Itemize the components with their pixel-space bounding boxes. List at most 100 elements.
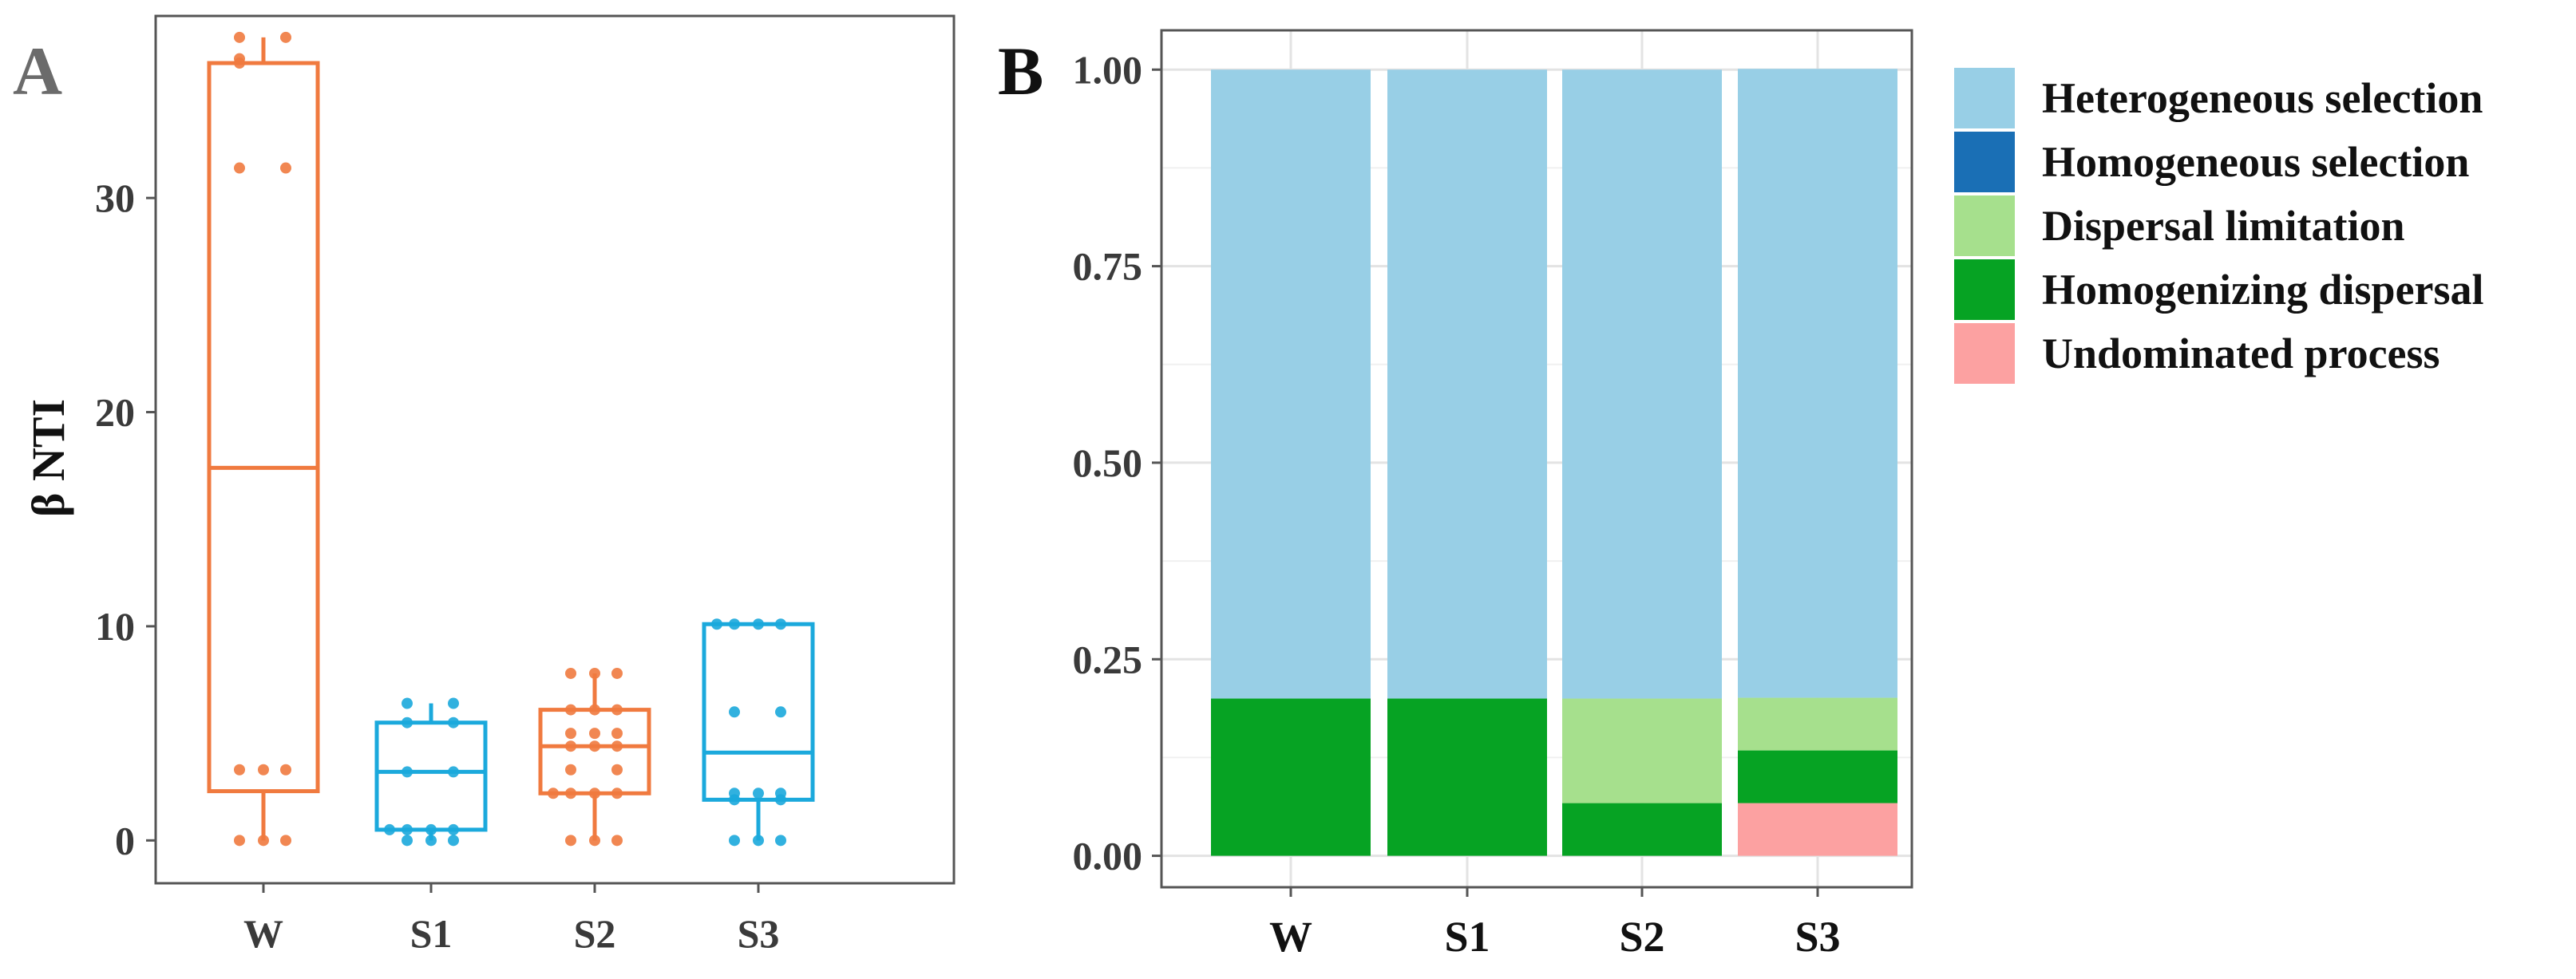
box-S3 — [702, 618, 815, 847]
legend-item: Undominated process — [1954, 323, 2440, 384]
data-point — [565, 704, 576, 716]
data-point — [589, 835, 600, 847]
legend-item: Homogenizing dispersal — [1954, 259, 2484, 320]
panel-b-letter: B — [998, 33, 1043, 109]
data-point — [711, 618, 722, 630]
panel-b-x-tick-label: S1 — [1444, 913, 1490, 961]
bar-segment — [1211, 698, 1371, 856]
legend-label: Homogeneous selection — [2042, 138, 2469, 186]
bar-segment — [1387, 69, 1547, 699]
panel-a-plot-frame — [154, 14, 956, 885]
data-point — [589, 728, 600, 740]
bar-segment — [1738, 750, 1897, 803]
data-point — [611, 667, 623, 679]
box-iqr — [374, 720, 488, 832]
data-point — [402, 823, 413, 835]
data-point — [234, 835, 245, 847]
data-point — [402, 697, 413, 709]
box-iqr — [702, 622, 815, 802]
bar-segment — [1738, 697, 1897, 751]
data-point — [565, 728, 576, 740]
data-point — [402, 835, 413, 847]
bar-segment — [1211, 69, 1371, 699]
data-point — [729, 788, 740, 799]
data-point — [565, 788, 576, 799]
data-point — [729, 835, 740, 847]
panel-a-y-tick-label: 0 — [115, 818, 135, 863]
stacked-bar-S3 — [1738, 69, 1897, 856]
data-point — [729, 618, 740, 630]
panel-b-x-tick-label: S2 — [1619, 913, 1664, 961]
panel-a-x-tick-label: S1 — [410, 911, 453, 956]
data-point — [280, 764, 291, 776]
data-point — [611, 740, 623, 752]
data-point — [729, 706, 740, 718]
data-point — [425, 835, 437, 847]
legend-item: Dispersal limitation — [1954, 195, 2405, 256]
data-point — [589, 788, 600, 799]
legend-label: Undominated process — [2042, 330, 2440, 377]
data-point — [611, 764, 623, 776]
data-point — [611, 835, 623, 847]
data-point — [775, 788, 786, 799]
panel-a-y-tick-label: 30 — [95, 176, 135, 220]
panel-b-y-tick-label: 0.00 — [1073, 834, 1143, 878]
legend-label: Homogenizing dispersal — [2042, 266, 2484, 314]
stacked-bar-S2 — [1562, 69, 1722, 856]
panel-b-y-tick-label: 0.25 — [1073, 637, 1143, 681]
data-point — [234, 53, 245, 65]
panel-b-y-tick-label: 1.00 — [1073, 47, 1143, 92]
panel-b-plot-frame — [1160, 29, 1913, 889]
data-point — [565, 835, 576, 847]
data-point — [448, 697, 459, 709]
legend-swatch — [1954, 132, 2015, 192]
data-point — [775, 706, 786, 718]
bar-segment — [1738, 69, 1897, 698]
data-point — [775, 835, 786, 847]
legend-item: Homogeneous selection — [1954, 132, 2469, 192]
data-point — [280, 31, 291, 43]
legend-label: Heterogeneous selection — [2042, 74, 2483, 122]
legend-item: Heterogeneous selection — [1954, 68, 2483, 128]
data-point — [234, 162, 245, 174]
panel-a-y-tick-label: 20 — [95, 390, 135, 435]
box-S1 — [374, 697, 488, 847]
panel-a-boxplot: A β NTI 0 10 20 30 W S1 S2 S3 — [13, 14, 956, 956]
data-point — [753, 835, 764, 847]
panel-a-x-tick-label: S2 — [574, 911, 616, 956]
bar-segment — [1562, 69, 1722, 699]
data-point — [753, 618, 764, 630]
data-point — [565, 740, 576, 752]
data-point — [258, 764, 269, 776]
data-point — [753, 788, 764, 799]
data-point — [425, 823, 437, 835]
stacked-bar-W — [1211, 69, 1371, 856]
legend-label: Dispersal limitation — [2042, 202, 2405, 250]
bar-segment — [1738, 803, 1897, 856]
legend-swatch — [1954, 68, 2015, 128]
legend-swatch — [1954, 195, 2015, 256]
panel-b-stacked-bar: B 0.00 0.25 0.50 0.75 1.00 W S1 S2 S3 Heterogene… — [998, 29, 2484, 961]
panel-a-x-tick-label: S3 — [738, 911, 780, 956]
data-point — [448, 823, 459, 835]
box-S2 — [538, 667, 651, 847]
data-point — [589, 740, 600, 752]
data-point — [611, 728, 623, 740]
panel-a-y-axis-label: β NTI — [22, 399, 74, 517]
data-point — [448, 835, 459, 847]
data-point — [589, 704, 600, 716]
data-point — [611, 788, 623, 799]
legend-swatch — [1954, 259, 2015, 320]
data-point — [548, 788, 559, 799]
data-point — [234, 31, 245, 43]
data-point — [280, 162, 291, 174]
data-point — [589, 667, 600, 679]
data-point — [402, 716, 413, 728]
data-point — [234, 764, 245, 776]
data-point — [448, 766, 459, 778]
box-W — [207, 31, 320, 847]
bar-segment — [1387, 698, 1547, 856]
data-point — [384, 823, 395, 835]
data-point — [565, 667, 576, 679]
panel-a-x-tick-label: W — [243, 911, 283, 956]
